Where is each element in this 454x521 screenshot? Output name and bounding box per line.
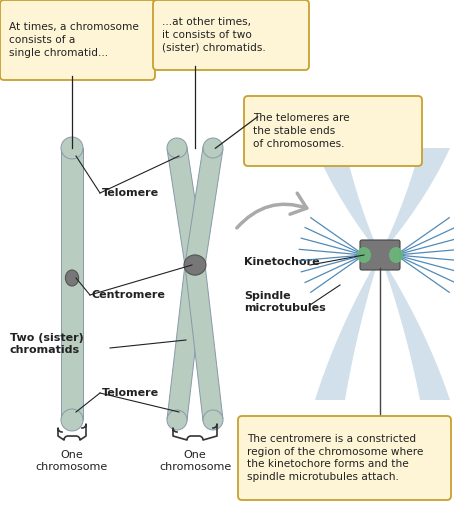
Ellipse shape <box>61 409 83 431</box>
Ellipse shape <box>65 270 79 286</box>
Text: Two (sister)
chromatids: Two (sister) chromatids <box>10 333 84 355</box>
Polygon shape <box>61 148 83 420</box>
Ellipse shape <box>389 247 403 263</box>
Ellipse shape <box>185 255 205 275</box>
Text: At times, a chromosome
consists of a
single chromatid...: At times, a chromosome consists of a sin… <box>9 22 139 58</box>
Ellipse shape <box>185 255 205 275</box>
Polygon shape <box>167 146 205 267</box>
Polygon shape <box>315 148 380 255</box>
FancyBboxPatch shape <box>360 240 400 270</box>
Polygon shape <box>380 255 450 400</box>
Text: ...at other times,
it consists of two
(sister) chromatids.: ...at other times, it consists of two (s… <box>162 17 266 53</box>
Ellipse shape <box>167 410 187 430</box>
Text: Kinetochore: Kinetochore <box>244 257 320 267</box>
Ellipse shape <box>203 410 223 430</box>
Text: Telomere: Telomere <box>102 388 159 398</box>
FancyArrowPatch shape <box>237 193 307 228</box>
Polygon shape <box>315 255 380 400</box>
FancyBboxPatch shape <box>0 0 155 80</box>
Polygon shape <box>185 146 223 267</box>
Ellipse shape <box>167 138 187 158</box>
Polygon shape <box>167 264 205 421</box>
FancyBboxPatch shape <box>153 0 309 70</box>
Ellipse shape <box>357 247 371 263</box>
Text: Centromere: Centromere <box>92 290 166 300</box>
Text: One
chromosome: One chromosome <box>36 450 108 472</box>
Polygon shape <box>380 148 450 255</box>
Ellipse shape <box>184 255 206 275</box>
Text: Telomere: Telomere <box>102 188 159 198</box>
FancyBboxPatch shape <box>238 416 451 500</box>
Text: The telomeres are
the stable ends
of chromosomes.: The telomeres are the stable ends of chr… <box>253 113 350 149</box>
FancyBboxPatch shape <box>244 96 422 166</box>
Ellipse shape <box>61 137 83 159</box>
Ellipse shape <box>185 255 205 275</box>
Polygon shape <box>185 264 223 421</box>
Text: Spindle
microtubules: Spindle microtubules <box>244 291 326 313</box>
Text: The centromere is a constricted
region of the chromosome where
the kinetochore f: The centromere is a constricted region o… <box>247 434 424 482</box>
Ellipse shape <box>185 255 205 275</box>
Ellipse shape <box>203 138 223 158</box>
Text: One
chromosome: One chromosome <box>159 450 231 472</box>
